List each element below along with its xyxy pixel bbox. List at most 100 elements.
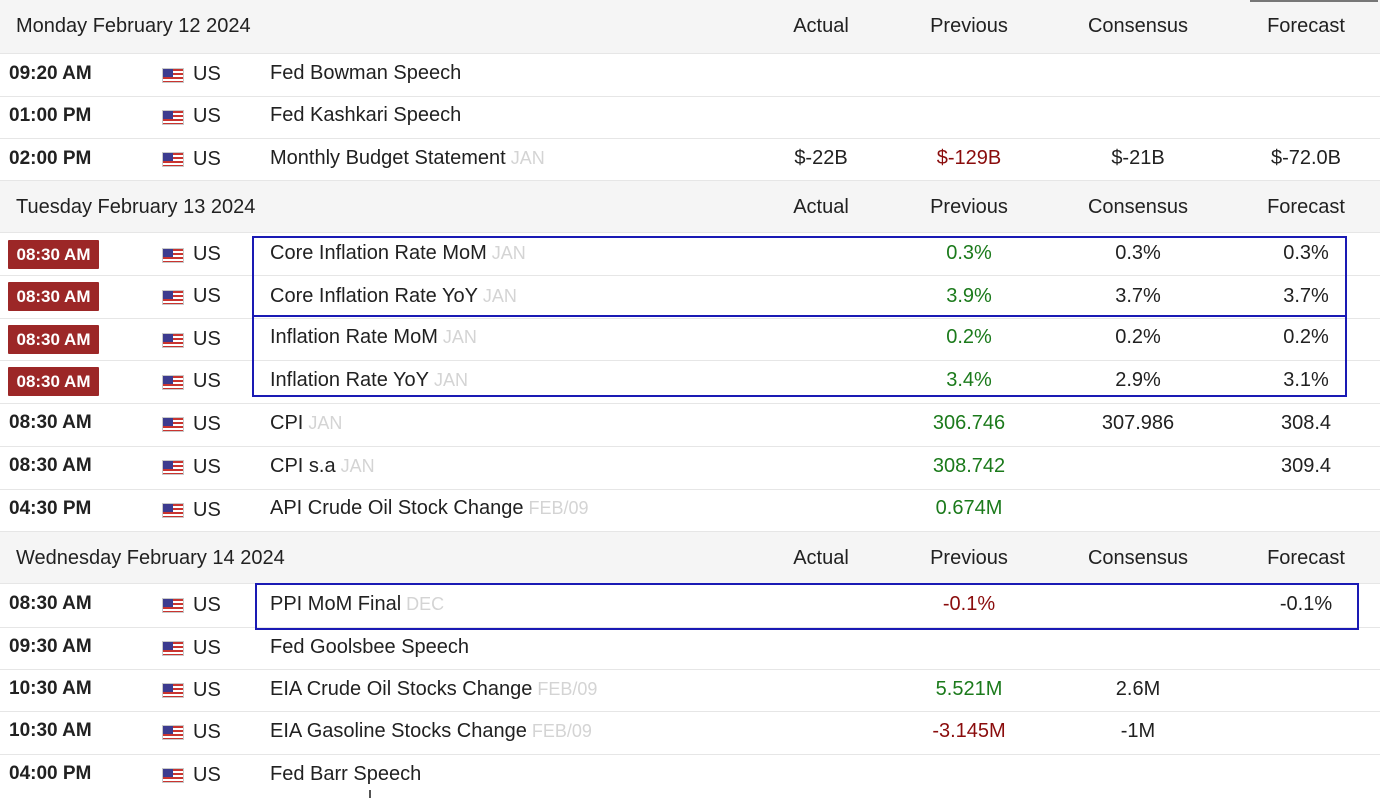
event-title: Fed Kashkari Speech — [270, 104, 462, 126]
event-name[interactable]: Monthly Budget Statement JAN — [270, 147, 545, 170]
event-name[interactable]: EIA Crude Oil Stocks Change FEB/09 — [270, 678, 597, 701]
us-flag-icon — [162, 641, 184, 656]
us-flag-icon — [162, 503, 184, 518]
event-title: Core Inflation Rate YoY — [270, 285, 478, 307]
day-date: Wednesday February 14 2024 — [16, 547, 285, 569]
event-name[interactable]: Fed Barr Speech — [270, 763, 421, 786]
col-consensus-header: Consensus — [1087, 196, 1189, 218]
event-country: US — [193, 456, 221, 478]
cursor-mark — [369, 790, 371, 798]
event-name[interactable]: Fed Goolsbee Speech — [270, 636, 469, 659]
previous-value: 0.3% — [946, 242, 992, 264]
col-previous-header: Previous — [930, 15, 1008, 37]
event-name[interactable]: CPI s.a JAN — [270, 455, 375, 478]
event-name[interactable]: EIA Gasoline Stocks Change FEB/09 — [270, 720, 592, 743]
forecast-value: -0.1% — [1279, 593, 1333, 615]
us-flag-icon — [162, 110, 184, 125]
col-forecast-header: Forecast — [1267, 547, 1345, 569]
previous-value: 306.746 — [932, 412, 1006, 434]
event-row[interactable]: 08:30 AM US Core Inflation Rate MoM JAN 0… — [0, 233, 1380, 276]
event-name[interactable]: Fed Kashkari Speech — [270, 104, 461, 127]
event-title: Fed Goolsbee Speech — [270, 636, 470, 658]
event-reference: JAN — [308, 413, 343, 433]
event-row[interactable]: 08:30 AM US CPI s.a JAN 308.742 309.4 — [0, 447, 1380, 490]
event-name[interactable]: CPI JAN — [270, 412, 342, 435]
event-row[interactable]: 02:00 PM US Monthly Budget Statement JAN … — [0, 139, 1380, 181]
us-flag-icon — [162, 152, 184, 167]
actual-value: $-22B — [794, 147, 848, 169]
event-name[interactable]: Core Inflation Rate YoY JAN — [270, 285, 517, 308]
event-reference: FEB/09 — [528, 498, 589, 518]
event-row[interactable]: 04:00 PM US Fed Barr Speech — [0, 755, 1380, 798]
event-title: EIA Crude Oil Stocks Change — [270, 678, 533, 700]
col-actual-header: Actual — [793, 15, 849, 37]
us-flag-icon — [162, 417, 184, 432]
event-row[interactable]: 10:30 AM US EIA Gasoline Stocks Change FE… — [0, 712, 1380, 755]
previous-value: 5.521M — [935, 678, 1003, 700]
event-country: US — [193, 721, 221, 743]
col-actual-header: Actual — [793, 547, 849, 569]
annotation-box-ppi — [255, 583, 1359, 630]
event-row[interactable]: 09:30 AM US Fed Goolsbee Speech — [0, 628, 1380, 670]
event-reference: JAN — [510, 148, 545, 168]
col-forecast-header: Forecast — [1267, 196, 1345, 218]
event-title: Fed Barr Speech — [270, 763, 422, 785]
day-date: Tuesday February 13 2024 — [16, 196, 256, 218]
col-consensus-header: Consensus — [1087, 547, 1189, 569]
event-reference: JAN — [434, 370, 469, 390]
forecast-value: 308.4 — [1280, 412, 1332, 434]
forecast-value: 0.3% — [1283, 242, 1329, 264]
event-name[interactable]: Inflation Rate MoM JAN — [270, 326, 477, 349]
consensus-value: 0.3% — [1115, 242, 1161, 264]
event-time: 08:30 AM — [8, 282, 99, 311]
previous-value: 3.4% — [946, 369, 992, 391]
consensus-value: 0.2% — [1115, 326, 1161, 348]
event-reference: FEB/09 — [537, 679, 598, 699]
us-flag-icon — [162, 683, 184, 698]
event-time: 10:30 AM — [9, 678, 92, 699]
event-time: 02:00 PM — [9, 148, 92, 169]
event-row[interactable]: 10:30 AM US EIA Crude Oil Stocks Change F… — [0, 670, 1380, 712]
event-name[interactable]: Fed Bowman Speech — [270, 62, 461, 85]
event-reference: JAN — [340, 456, 375, 476]
us-flag-icon — [162, 248, 184, 263]
event-country: US — [193, 764, 221, 786]
scroll-indicator — [1250, 0, 1378, 2]
event-reference: JAN — [442, 327, 477, 347]
forecast-value: 3.7% — [1283, 285, 1329, 307]
event-country: US — [193, 413, 221, 435]
previous-value: -3.145M — [932, 720, 1006, 742]
event-name[interactable]: Core Inflation Rate MoM JAN — [270, 242, 526, 265]
event-title: CPI — [270, 412, 304, 434]
event-row[interactable]: 08:30 AM US Core Inflation Rate YoY JAN 3… — [0, 276, 1380, 319]
event-row[interactable]: 08:30 AM US PPI MoM Final DEC -0.1% -0.1% — [0, 584, 1380, 628]
day-header: Monday February 12 2024 Actual Previous … — [0, 0, 1380, 54]
event-time: 09:20 AM — [9, 63, 92, 84]
event-country: US — [193, 679, 221, 701]
us-flag-icon — [162, 68, 184, 83]
previous-value: -0.1% — [942, 593, 996, 615]
col-previous-header: Previous — [930, 196, 1008, 218]
event-name[interactable]: PPI MoM Final DEC — [270, 593, 444, 616]
event-row[interactable]: 08:30 AM US CPI JAN 306.746 307.986 308.4 — [0, 404, 1380, 447]
event-name[interactable]: Inflation Rate YoY JAN — [270, 369, 468, 392]
forecast-value: 0.2% — [1283, 326, 1329, 348]
event-row[interactable]: 01:00 PM US Fed Kashkari Speech — [0, 97, 1380, 139]
event-row[interactable]: 04:30 PM US API Crude Oil Stock Change FE… — [0, 490, 1380, 532]
event-time: 08:30 AM — [8, 240, 99, 269]
event-title: API Crude Oil Stock Change — [270, 497, 524, 519]
event-reference: DEC — [406, 594, 445, 614]
event-row[interactable]: 08:30 AM US Inflation Rate YoY JAN 3.4% 2… — [0, 361, 1380, 404]
event-title: Core Inflation Rate MoM — [270, 242, 487, 264]
previous-value: 308.742 — [932, 455, 1006, 477]
event-country: US — [193, 148, 221, 170]
consensus-value: -1M — [1120, 720, 1156, 742]
event-time: 08:30 AM — [8, 367, 99, 396]
event-name[interactable]: API Crude Oil Stock Change FEB/09 — [270, 497, 589, 520]
event-row[interactable]: 08:30 AM US Inflation Rate MoM JAN 0.2% 0… — [0, 319, 1380, 361]
col-forecast-header: Forecast — [1267, 15, 1345, 37]
event-reference: FEB/09 — [531, 721, 592, 741]
forecast-value: 3.1% — [1283, 369, 1329, 391]
event-country: US — [193, 594, 221, 616]
event-row[interactable]: 09:20 AM US Fed Bowman Speech — [0, 54, 1380, 97]
